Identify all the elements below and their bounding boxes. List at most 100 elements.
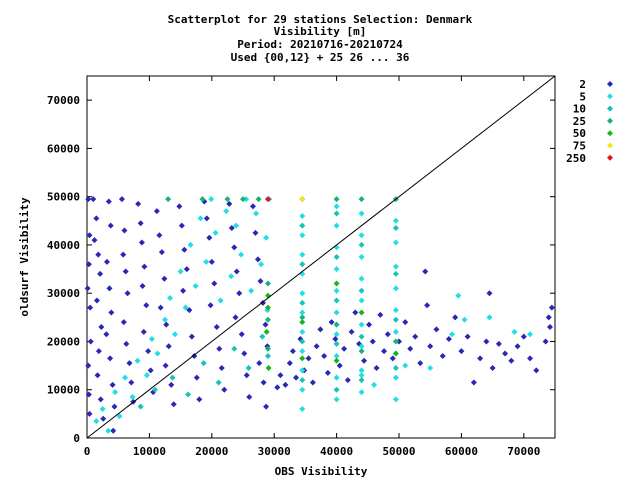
data-point xyxy=(100,415,107,422)
data-point xyxy=(317,326,324,333)
data-point xyxy=(427,365,434,372)
data-point xyxy=(309,379,316,386)
data-point xyxy=(238,251,245,258)
data-point xyxy=(176,203,183,210)
data-point xyxy=(333,386,340,393)
data-point xyxy=(165,343,172,350)
data-point xyxy=(358,210,365,217)
data-point xyxy=(392,316,399,323)
data-point xyxy=(392,270,399,277)
data-point xyxy=(358,309,365,316)
data-point xyxy=(328,319,335,326)
data-point xyxy=(264,304,271,311)
y-tick-label: 50000 xyxy=(47,191,80,204)
data-point xyxy=(299,328,306,335)
data-point xyxy=(121,227,128,234)
data-point xyxy=(486,314,493,321)
data-point xyxy=(299,314,306,321)
data-point xyxy=(461,316,468,323)
data-point xyxy=(183,266,190,273)
data-point xyxy=(264,196,271,203)
data-point xyxy=(264,345,271,352)
plot-frame xyxy=(86,75,556,439)
data-point xyxy=(163,321,170,328)
data-point xyxy=(256,360,263,367)
data-point xyxy=(333,357,340,364)
data-point xyxy=(333,287,340,294)
chart-subtitle-period: Period: 20210716-20210724 xyxy=(237,38,403,51)
data-point xyxy=(186,307,193,314)
diagonal-reference-line xyxy=(86,75,556,439)
data-point xyxy=(520,333,527,340)
data-point xyxy=(103,331,110,338)
data-point xyxy=(143,372,150,379)
data-point xyxy=(299,348,306,355)
data-point xyxy=(439,352,446,359)
data-point xyxy=(495,340,502,347)
data-point xyxy=(508,357,515,364)
data-point xyxy=(165,196,172,203)
y-tick-label: 70000 xyxy=(47,94,80,107)
x-tick-label: 30000 xyxy=(258,445,291,458)
y-tick-label: 60000 xyxy=(47,142,80,155)
data-point xyxy=(112,389,119,396)
data-point xyxy=(158,249,165,256)
data-point xyxy=(358,343,365,350)
data-point xyxy=(299,338,306,345)
data-point xyxy=(458,348,465,355)
legend-marker xyxy=(607,81,613,87)
data-point xyxy=(137,220,144,227)
data-point xyxy=(107,222,114,229)
data-point xyxy=(477,355,484,362)
data-point xyxy=(333,254,340,260)
y-tick-label: 30000 xyxy=(47,287,80,300)
data-point xyxy=(259,333,266,340)
data-point xyxy=(358,196,365,203)
data-point xyxy=(299,222,306,229)
data-point xyxy=(527,355,534,362)
data-point xyxy=(299,367,306,374)
data-point xyxy=(221,386,228,393)
data-point xyxy=(252,229,259,236)
data-point xyxy=(424,302,431,309)
legend-marker xyxy=(607,93,613,100)
data-point xyxy=(427,343,434,350)
y-axis-label: oldsurf Visibility xyxy=(18,197,31,317)
data-point xyxy=(389,355,396,362)
data-point xyxy=(181,246,188,253)
data-point xyxy=(171,331,178,338)
y-tick-label: 0 xyxy=(73,432,80,445)
data-point xyxy=(228,225,235,232)
data-point xyxy=(217,297,224,304)
data-point xyxy=(126,360,133,367)
data-point xyxy=(240,196,246,203)
data-point xyxy=(358,372,365,379)
data-point xyxy=(352,309,359,316)
data-point xyxy=(233,268,240,275)
data-point xyxy=(333,374,340,381)
data-point xyxy=(527,331,534,338)
data-point xyxy=(293,374,300,381)
data-point xyxy=(358,232,365,239)
data-point xyxy=(341,345,348,352)
data-point xyxy=(97,396,104,403)
data-point xyxy=(145,348,152,355)
data-point xyxy=(226,200,233,207)
data-point xyxy=(187,241,194,248)
data-point xyxy=(299,290,306,297)
data-point xyxy=(95,348,102,355)
data-point xyxy=(137,403,144,410)
data-point xyxy=(87,338,94,345)
legend-label: 25 xyxy=(573,115,586,128)
data-point xyxy=(277,372,284,379)
data-point xyxy=(299,406,306,413)
data-point xyxy=(236,290,243,297)
legend-label: 2 xyxy=(579,78,586,91)
data-point xyxy=(324,369,331,376)
data-point xyxy=(180,287,187,294)
data-point xyxy=(392,338,399,345)
data-point xyxy=(216,345,223,352)
legend-label: 10 xyxy=(573,103,586,116)
data-point xyxy=(139,282,146,289)
data-point xyxy=(396,338,402,345)
